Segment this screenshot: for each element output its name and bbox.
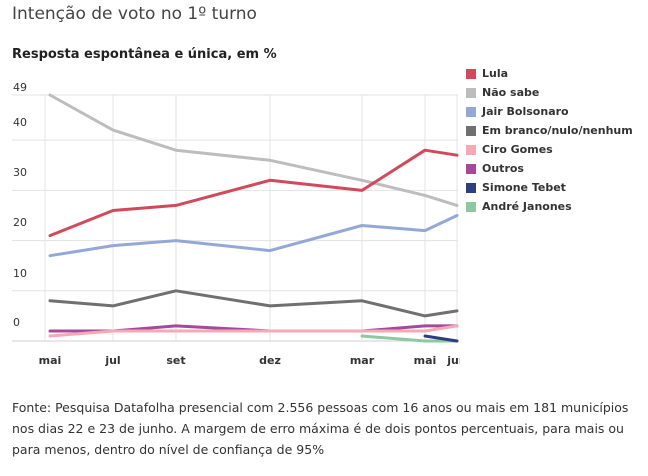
x-tick-label: jul: [104, 354, 120, 367]
x-tick-label: mar: [350, 354, 375, 367]
chart-legend: Lula Não sabe Jair Bolsonaro Em branco/nulo…: [466, 64, 633, 216]
legend-label: André Janones: [482, 200, 572, 213]
legend-swatch: [466, 201, 476, 212]
series-line-ciro-gomes: [48, 324, 459, 338]
legend-swatch: [466, 144, 476, 155]
legend-label: Lula: [482, 67, 509, 80]
series-line-lula: [48, 148, 459, 238]
legend-item: Jair Bolsonaro: [466, 102, 633, 121]
source-note: Fonte: Pesquisa Datafolha presencial com…: [12, 400, 629, 457]
chart-title: Intenção de voto no 1º turno: [12, 4, 257, 24]
y-tick-label: 49: [13, 81, 27, 94]
legend-swatch: [466, 87, 476, 98]
series-line-n-o-sabe: [48, 93, 459, 207]
legend-label: Não sabe: [482, 86, 540, 99]
y-tick-label: 10: [13, 267, 27, 280]
series-line-em-branco-nulo-nenhum: [48, 289, 459, 318]
x-tick-label: mai: [414, 354, 437, 367]
y-tick-label: 30: [13, 166, 27, 179]
legend-label: Em branco/nulo/nenhum: [482, 124, 633, 137]
legend-item: Outros: [466, 159, 633, 178]
y-tick-label: 40: [13, 116, 27, 129]
legend-label: Simone Tebet: [482, 181, 566, 194]
legend-item: Simone Tebet: [466, 178, 633, 197]
legend-label: Ciro Gomes: [482, 143, 553, 156]
legend-swatch: [466, 163, 476, 174]
y-tick-label: 20: [13, 216, 27, 229]
series-line-andr-janones: [360, 334, 459, 343]
legend-item: André Janones: [466, 197, 633, 216]
legend-swatch: [466, 106, 476, 117]
x-tick-label: mai: [39, 354, 62, 367]
legend-item: Lula: [466, 64, 633, 83]
x-tick-label: set: [166, 354, 185, 367]
series-line-simone-tebet: [423, 334, 459, 343]
legend-swatch: [466, 125, 476, 136]
legend-item: Ciro Gomes: [466, 140, 633, 159]
legend-label: Outros: [482, 162, 524, 175]
legend-swatch: [466, 182, 476, 193]
legend-swatch: [466, 68, 476, 79]
x-tick-label: jun: [446, 354, 460, 367]
y-tick-label: 0: [13, 316, 20, 329]
legend-item: Não sabe: [466, 83, 633, 102]
legend-item: Em branco/nulo/nenhum: [466, 121, 633, 140]
chart-subtitle: Resposta espontânea e única, em %: [12, 47, 277, 62]
x-tick-label: dez: [259, 354, 281, 367]
line-chart: 49403020100maijulsetdezmarmaijun: [12, 81, 460, 367]
legend-label: Jair Bolsonaro: [482, 105, 569, 118]
series-line-jair-bolsonaro: [48, 214, 459, 258]
